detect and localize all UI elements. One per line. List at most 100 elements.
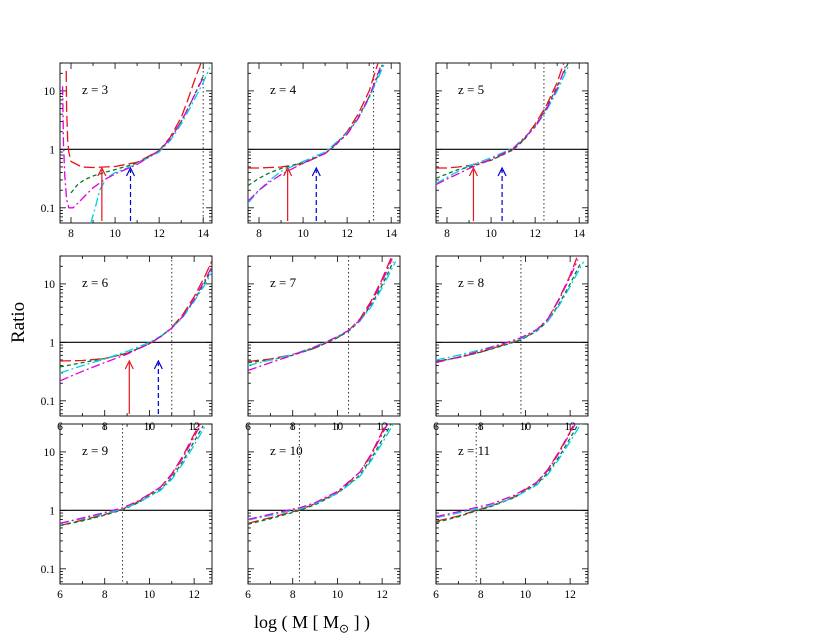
plot-area (248, 256, 400, 416)
series-magenta (60, 424, 202, 524)
solar-symbol: ⊙ (339, 621, 350, 636)
y-tick-label: 0.1 (41, 396, 56, 408)
series-green (436, 424, 579, 524)
x-tick-label: 6 (57, 589, 63, 601)
arrow-red-head (124, 359, 134, 370)
plot-frame (435, 423, 589, 585)
plot-area (248, 424, 400, 584)
y-tick-label: 0.1 (41, 564, 56, 576)
panel-label: z = 7 (270, 275, 297, 290)
arrow-red-head (283, 166, 293, 177)
plot-area (436, 256, 588, 416)
series-magenta (60, 266, 212, 382)
series-cyan (436, 261, 585, 361)
y-tick-label: 10 (44, 279, 56, 291)
arrow-blue-head (497, 166, 507, 177)
plot-area (248, 63, 400, 223)
arrow-red-head (97, 166, 107, 177)
y-tick-label: 10 (44, 86, 56, 98)
panel-z10: 6 8 10 12 z = 10 (245, 423, 401, 601)
plot-frame (247, 62, 401, 224)
x-tick-label: 6 (433, 589, 439, 601)
x-tick-label: 12 (376, 589, 388, 601)
series-magenta (436, 64, 567, 186)
x-tick-label: 14 (385, 228, 397, 240)
x-tick-label: 8 (290, 589, 296, 601)
y-tick-label: 10 (44, 447, 56, 459)
x-tick-label: 8 (444, 228, 450, 240)
series-cyan (436, 66, 569, 185)
arrow-blue-head (311, 166, 321, 177)
series-cyan (248, 63, 386, 204)
x-tick-label: 12 (153, 228, 165, 240)
plot-frame (247, 423, 401, 585)
panel-label: z = 4 (270, 82, 297, 97)
y-tick-label: 1 (49, 505, 55, 517)
x-tick-label: 8 (102, 589, 108, 601)
panel-label: z = 9 (82, 443, 108, 458)
series-red (436, 424, 575, 522)
series-green (248, 424, 392, 525)
x-tick-label: 8 (68, 228, 74, 240)
y-axis-title: Ratio (8, 301, 29, 343)
arrow-red-head (468, 166, 478, 177)
series-green (60, 425, 204, 527)
panel-z4: 8 10 12 14 z = 4 (247, 62, 401, 240)
panel-label: z = 8 (458, 275, 484, 290)
panel-label: z = 5 (458, 82, 484, 97)
panel-z9: 6 8 10 12 0.1 1 10 z = 9 (41, 423, 213, 601)
x-axis-title: log ( M [ M⊙ ] ) (254, 612, 414, 638)
series-red (436, 63, 565, 169)
series-red (248, 424, 387, 524)
panel-label: z = 3 (82, 82, 108, 97)
series-magenta (248, 258, 393, 372)
series-cyan (90, 67, 211, 223)
x-tick-label: 10 (109, 228, 121, 240)
x-tick-label: 12 (564, 589, 576, 601)
panel-z11: 6 8 10 12 z = 11 (433, 423, 589, 601)
series-magenta (61, 77, 204, 209)
series-red (65, 63, 202, 169)
x-tick-label: 8 (256, 228, 262, 240)
x-tick-label: 14 (197, 228, 209, 240)
x-tick-label: 10 (297, 228, 309, 240)
x-tick-label: 10 (144, 589, 156, 601)
x-tick-label: 10 (332, 589, 344, 601)
panel-label: z = 11 (458, 443, 490, 458)
x-axis-title-suffix: ] ) (349, 612, 371, 632)
panel-z3: 8 10 12 14 0.1 1 10 z = 3 (41, 62, 213, 240)
plot-frame (435, 62, 589, 224)
plot-frame (59, 255, 213, 417)
x-tick-label: 10 (485, 228, 497, 240)
series-cyan (248, 424, 394, 521)
x-tick-label: 12 (188, 589, 200, 601)
series-magenta (436, 259, 579, 364)
series-green (436, 63, 569, 179)
y-tick-label: 0.1 (41, 203, 56, 215)
arrow-blue-head (153, 359, 163, 370)
x-tick-label: 12 (341, 228, 353, 240)
x-axis-title-prefix: log ( M [ M (254, 612, 339, 632)
plot-area (60, 256, 212, 416)
plot-area (436, 63, 588, 223)
panel-z5: 8 10 12 14 z = 5 (435, 62, 589, 240)
series-green (248, 261, 394, 364)
series-cyan (248, 261, 397, 367)
series-magenta (248, 67, 381, 202)
plot-frame (59, 423, 213, 585)
y-tick-label: 1 (49, 337, 55, 349)
x-tick-label: 14 (573, 228, 585, 240)
series-cyan (60, 425, 206, 524)
series-green (70, 75, 204, 194)
plot-frame (59, 62, 213, 224)
plot-frame (247, 255, 401, 417)
plot-area (436, 424, 588, 584)
x-tick-label: 6 (245, 589, 251, 601)
panel-label: z = 10 (270, 443, 303, 458)
plot-frame (435, 255, 589, 417)
series-magenta (436, 424, 576, 518)
